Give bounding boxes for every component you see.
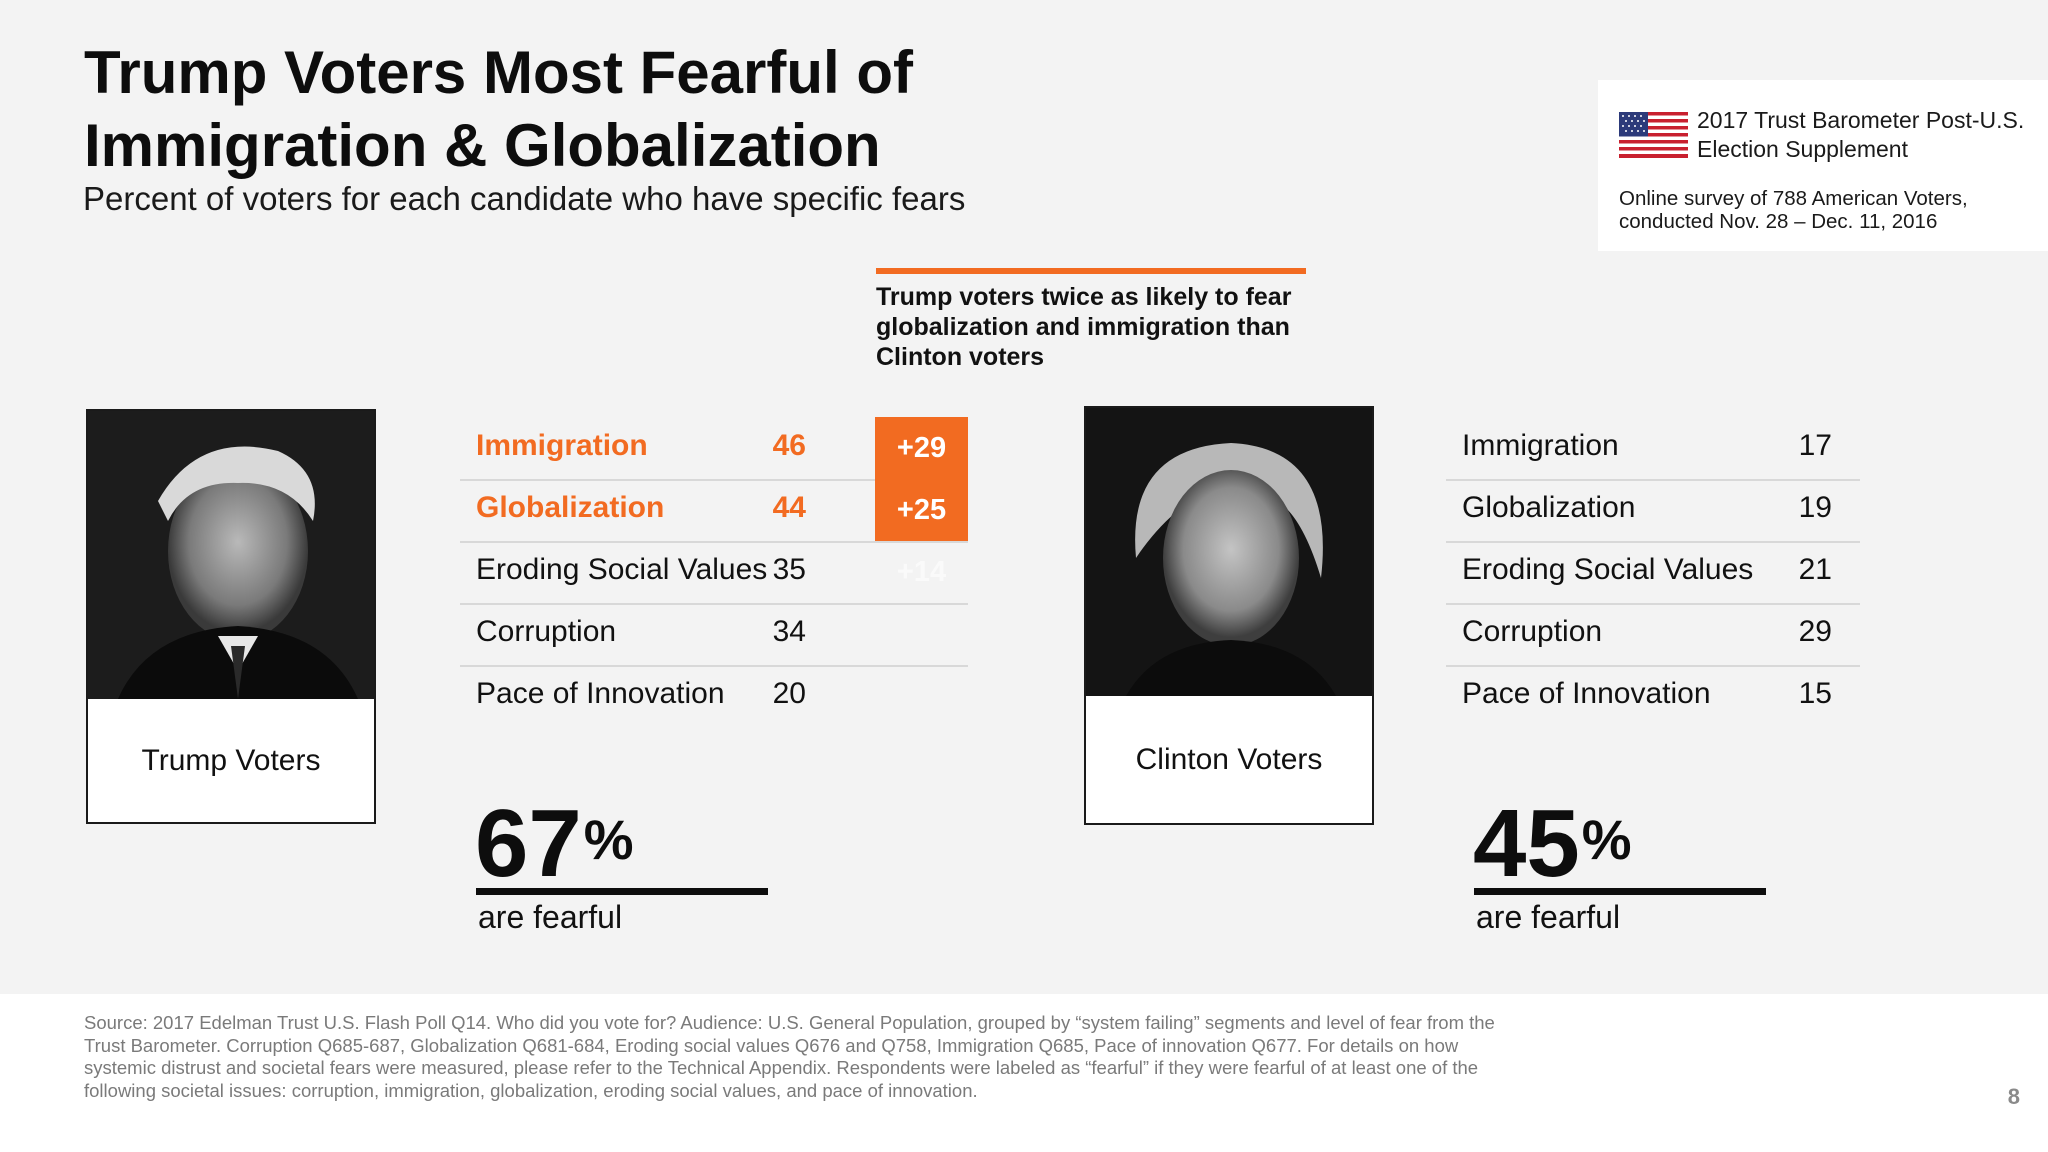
survey-info-box: 2017 Trust Barometer Post-U.S. Election … <box>1598 80 2048 251</box>
table-row: Eroding Social Values 35 <box>460 541 968 603</box>
row-divider <box>460 541 968 543</box>
percent-sign: % <box>583 808 634 871</box>
fear-value: 15 <box>1798 677 1832 710</box>
fear-label: Pace of Innovation <box>1462 677 1711 710</box>
row-divider <box>1446 541 1860 543</box>
fear-label: Pace of Innovation <box>476 677 725 710</box>
trump-portrait-card: Trump Voters <box>86 409 376 824</box>
page-subtitle: Percent of voters for each candidate who… <box>83 180 966 217</box>
fear-value: 17 <box>1798 429 1832 462</box>
clinton-caption: Clinton Voters <box>1135 743 1323 776</box>
row-divider <box>1446 665 1860 667</box>
row-divider <box>1446 603 1860 605</box>
fear-value: 29 <box>1798 615 1832 648</box>
trump-fearful-label: are fearful <box>478 899 623 935</box>
row-divider <box>460 603 968 605</box>
table-row: Immigration 17 <box>1446 417 1860 479</box>
us-flag-icon <box>1619 112 1688 158</box>
fear-value: 20 <box>772 677 806 710</box>
fear-label: Corruption <box>476 615 617 648</box>
fear-label: Globalization <box>1462 491 1636 524</box>
trump-fears-table: Immigration 46 Globalization 44 Eroding … <box>460 417 968 737</box>
row-divider <box>1446 479 1860 481</box>
table-row: Pace of Innovation 15 <box>1446 665 1860 727</box>
percent-value: 67 <box>475 790 582 897</box>
difference-badge: +25 <box>875 479 968 541</box>
fear-value: 44 <box>772 491 806 524</box>
clinton-portrait-card: Clinton Voters <box>1084 406 1374 825</box>
clinton-photo <box>1086 408 1372 696</box>
table-row: Globalization 19 <box>1446 479 1860 541</box>
callout-text: Trump voters twice as likely to fear glo… <box>876 283 1292 371</box>
fear-value: 19 <box>1798 491 1832 524</box>
fear-label: Immigration <box>476 429 648 462</box>
table-row: Immigration 46 <box>460 417 968 479</box>
difference-badge: +14 <box>896 556 947 588</box>
table-row: Corruption 34 <box>460 603 968 665</box>
fear-label: Immigration <box>1462 429 1619 462</box>
row-divider <box>460 479 968 481</box>
percent-value: 45 <box>1473 790 1580 897</box>
trump-caption: Trump Voters <box>141 744 321 777</box>
fear-label: Globalization <box>476 491 665 524</box>
clinton-percent-underline <box>1474 888 1766 895</box>
table-row: Pace of Innovation 20 <box>460 665 968 727</box>
row-divider <box>460 665 968 667</box>
survey-title: 2017 Trust Barometer Post-U.S. Election … <box>1697 107 2025 162</box>
fear-label: Corruption <box>1462 615 1603 648</box>
clinton-fearful-percent: 45% <box>1473 796 1632 892</box>
table-row: Globalization 44 <box>460 479 968 541</box>
fear-value: 46 <box>772 429 806 462</box>
fear-value: 35 <box>772 553 806 586</box>
trump-photo <box>88 411 374 699</box>
table-row: Corruption 29 <box>1446 603 1860 665</box>
page-number: 8 <box>2007 1084 2020 1109</box>
fear-value: 34 <box>772 615 806 648</box>
trump-percent-underline <box>476 888 768 895</box>
fear-label: Eroding Social Values <box>476 553 768 586</box>
page-title: Trump Voters Most Fearful of Immigration… <box>84 39 913 179</box>
trump-fearful-percent: 67% <box>475 796 634 892</box>
source-note: Source: 2017 Edelman Trust U.S. Flash Po… <box>84 1012 1495 1101</box>
fear-label: Eroding Social Values <box>1462 553 1754 586</box>
survey-note: Online survey of 788 American Voters, co… <box>1619 187 1968 233</box>
callout-accent-bar <box>876 268 1306 274</box>
footer: Source: 2017 Edelman Trust U.S. Flash Po… <box>0 994 2048 1152</box>
fear-value: 21 <box>1798 553 1832 586</box>
percent-sign: % <box>1581 808 1632 871</box>
difference-badge: +29 <box>875 417 968 479</box>
clinton-fearful-label: are fearful <box>1476 899 1621 935</box>
clinton-fears-table: Immigration 17 Globalization 19 Eroding … <box>1446 417 1860 737</box>
table-row: Eroding Social Values 21 <box>1446 541 1860 603</box>
